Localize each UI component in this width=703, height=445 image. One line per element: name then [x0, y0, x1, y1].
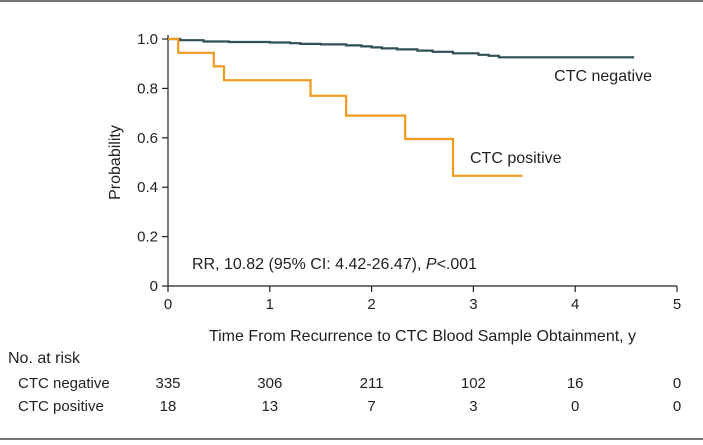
- axes: 0 0.2 0.4 0.6 0.8 1.0 0 1 2 3 4 5: [137, 31, 681, 313]
- x-tick-label: 3: [469, 296, 477, 313]
- x-tick-label: 4: [571, 296, 579, 313]
- risk-cell-ctc-negative: 335: [155, 375, 180, 392]
- risk-cell-ctc-negative: 16: [567, 375, 584, 392]
- x-tick-label: 5: [673, 296, 681, 313]
- ctc-negative-curve: [168, 37, 635, 59]
- annotation-p-label: P: [426, 256, 437, 273]
- y-tick-label: 0.4: [137, 179, 158, 196]
- annotation-prefix: RR, 10.82 (95% CI: 4.42-26.47),: [192, 256, 426, 273]
- x-tick-label: 1: [266, 296, 274, 313]
- risk-cell-ctc-positive: 18: [160, 398, 177, 415]
- relative-risk-annotation: RR, 10.82 (95% CI: 4.42-26.47), P<.001: [192, 256, 477, 273]
- risk-cell-ctc-positive: 0: [673, 398, 681, 415]
- risk-cell-ctc-negative: 0: [673, 375, 681, 392]
- y-tick-label: 0: [150, 278, 158, 295]
- y-tick-label: 1.0: [137, 31, 158, 48]
- y-tick-label: 0.2: [137, 229, 158, 246]
- series-label-ctc-positive: CTC positive: [470, 150, 562, 167]
- risk-row-label-ctc-negative: CTC negative: [18, 375, 110, 392]
- risk-table-title: No. at risk: [8, 350, 81, 367]
- risk-cell-ctc-positive: 3: [469, 398, 477, 415]
- risk-cell-ctc-positive: 7: [367, 398, 375, 415]
- risk-cell-ctc-positive: 13: [261, 398, 278, 415]
- annotation-suffix: <.001: [437, 256, 478, 273]
- ctc-positive-curve: [168, 37, 523, 177]
- x-axis-title: Time From Recurrence to CTC Blood Sample…: [209, 328, 636, 345]
- risk-table: No. at risk CTC negative 335 306 211 102 16 0 CT…: [8, 350, 681, 415]
- x-tick-label: 2: [367, 296, 375, 313]
- x-tick-label: 0: [164, 296, 172, 313]
- chart-labels: CTC negative CTC positive RR, 10.82 (95% C…: [107, 68, 652, 345]
- y-tick-label: 0.6: [137, 130, 158, 147]
- risk-cell-ctc-negative: 306: [257, 375, 282, 392]
- y-tick-label: 0.8: [137, 80, 158, 97]
- series-label-ctc-negative: CTC negative: [554, 68, 652, 85]
- risk-cell-ctc-negative: 211: [360, 375, 384, 392]
- risk-row-label-ctc-positive: CTC positive: [18, 398, 104, 415]
- survival-curves: [168, 37, 635, 177]
- y-axis-title: Probability: [107, 125, 124, 200]
- risk-cell-ctc-negative: 102: [461, 375, 486, 392]
- risk-cell-ctc-positive: 0: [571, 398, 579, 415]
